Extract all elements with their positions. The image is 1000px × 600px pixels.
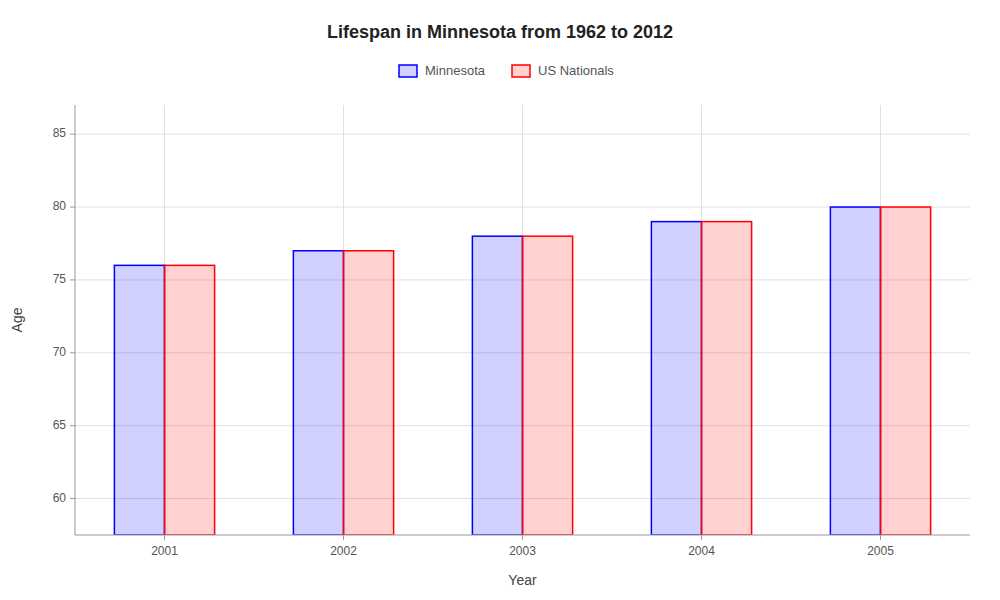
x-tick-label: 2003 bbox=[509, 544, 536, 558]
legend-label: Minnesota bbox=[425, 63, 486, 78]
x-tick-label: 2002 bbox=[330, 544, 357, 558]
x-tick bbox=[880, 535, 881, 540]
y-tick bbox=[70, 207, 75, 208]
y-tick-label: 60 bbox=[53, 491, 67, 505]
bar bbox=[881, 207, 931, 535]
y-tick bbox=[70, 425, 75, 426]
bar bbox=[472, 236, 522, 535]
bar bbox=[114, 265, 164, 535]
y-axis-title: Age bbox=[9, 307, 25, 332]
y-tick-label: 75 bbox=[53, 272, 67, 286]
bar bbox=[344, 251, 394, 535]
legend: Minnesota US Nationals bbox=[399, 63, 614, 78]
bar bbox=[702, 222, 752, 535]
grid bbox=[75, 105, 970, 535]
y-axis-line bbox=[75, 105, 76, 535]
bar bbox=[293, 251, 343, 535]
bar bbox=[651, 222, 701, 535]
y-tick bbox=[70, 498, 75, 499]
x-tick bbox=[164, 535, 165, 540]
chart-svg: 60 65 70 75 80 85 2001 2002 2003 2004 2005 Year Age L… bbox=[0, 0, 1000, 600]
x-axis-title: Year bbox=[508, 572, 537, 588]
bar bbox=[165, 265, 215, 535]
chart-container: 60 65 70 75 80 85 2001 2002 2003 2004 2005 Year Age L… bbox=[0, 0, 1000, 600]
bar bbox=[523, 236, 573, 535]
y-tick-label: 70 bbox=[53, 345, 67, 359]
y-tick bbox=[70, 134, 75, 135]
x-tick bbox=[343, 535, 344, 540]
y-tick bbox=[70, 279, 75, 280]
y-tick bbox=[70, 352, 75, 353]
x-tick-label: 2004 bbox=[688, 544, 715, 558]
background bbox=[0, 0, 1000, 600]
y-tick-label: 85 bbox=[53, 126, 67, 140]
legend-swatch bbox=[512, 65, 530, 77]
legend-label: US Nationals bbox=[538, 63, 614, 78]
axes: 60 65 70 75 80 85 2001 2002 2003 2004 2005 bbox=[53, 105, 970, 558]
y-tick-label: 65 bbox=[53, 418, 67, 432]
legend-swatch bbox=[399, 65, 417, 77]
bars bbox=[114, 207, 930, 535]
x-tick-label: 2005 bbox=[867, 544, 894, 558]
x-tick bbox=[522, 535, 523, 540]
x-tick-label: 2001 bbox=[151, 544, 178, 558]
bar bbox=[830, 207, 880, 535]
chart-title: Lifespan in Minnesota from 1962 to 2012 bbox=[327, 22, 673, 42]
y-tick-label: 80 bbox=[53, 199, 67, 213]
x-tick bbox=[701, 535, 702, 540]
